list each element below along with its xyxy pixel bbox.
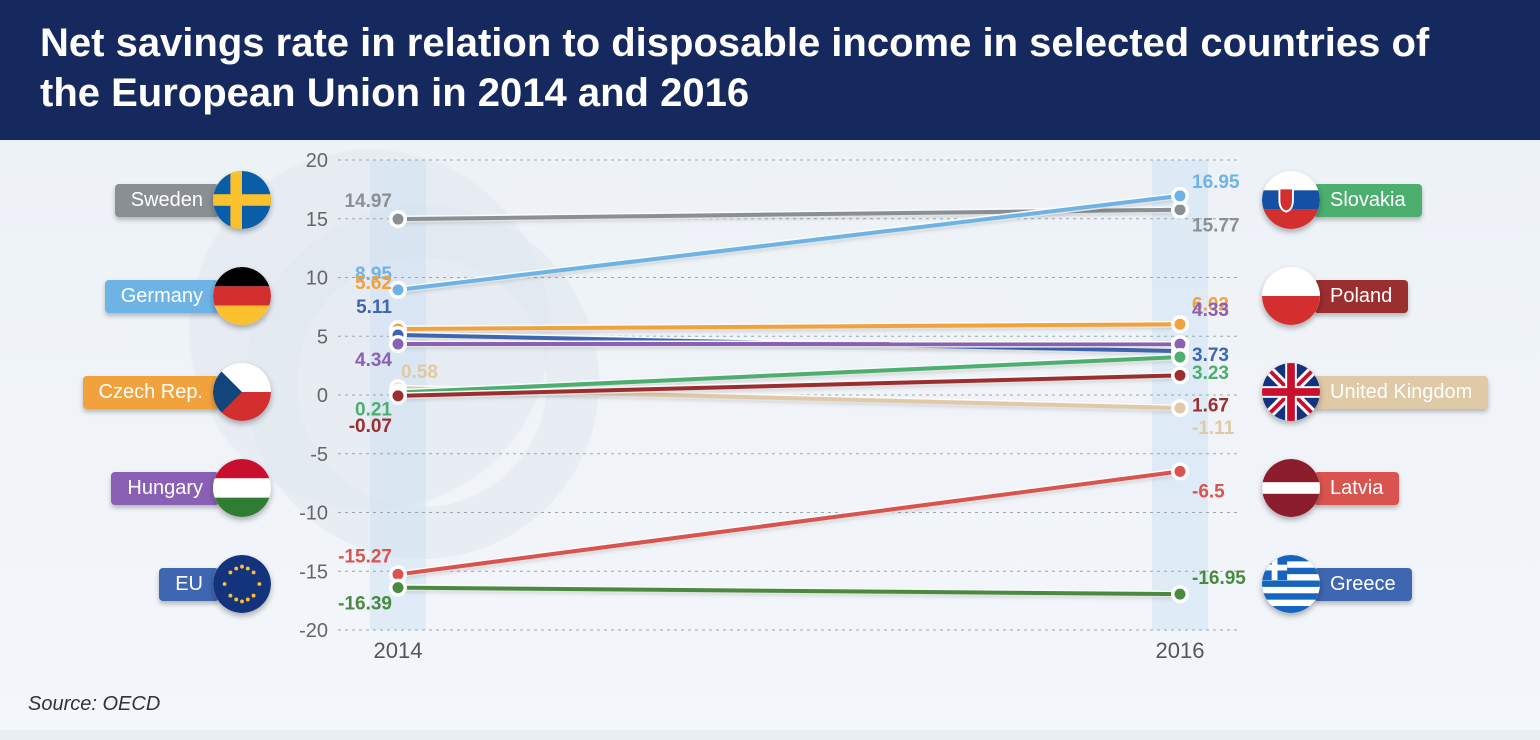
flag-icon-hungary bbox=[213, 459, 271, 517]
y-tick-label: -15 bbox=[299, 561, 328, 583]
legend-pill-eu: EU bbox=[159, 568, 219, 601]
legend-item-greece: Greece bbox=[1268, 554, 1518, 614]
legend-item-germany: Germany bbox=[30, 266, 265, 326]
y-tick-label: 20 bbox=[306, 152, 328, 172]
flag-icon-slovakia bbox=[1262, 171, 1320, 229]
value-label-sweden-2016: 15.77 bbox=[1192, 216, 1240, 237]
value-label-sweden-2014: 14.97 bbox=[344, 191, 392, 212]
flag-icon-eu bbox=[213, 555, 271, 613]
page-title: Net savings rate in relation to disposab… bbox=[0, 0, 1540, 140]
series-line-germany bbox=[398, 196, 1180, 290]
legend-item-uk: United Kingdom bbox=[1268, 362, 1518, 422]
y-tick-label: -10 bbox=[299, 503, 328, 525]
marker-hungary-2014 bbox=[391, 337, 405, 351]
legend-pill-poland: Poland bbox=[1314, 280, 1408, 313]
marker-uk-2016 bbox=[1173, 401, 1187, 415]
flag-icon-latvia bbox=[1262, 459, 1320, 517]
slope-chart: -20-15-10-5051015202014201614.9715.778.9… bbox=[280, 152, 1250, 664]
flag-icon-czech bbox=[213, 363, 271, 421]
y-tick-label: 5 bbox=[317, 326, 328, 348]
value-label-poland-2016: 1.67 bbox=[1192, 395, 1229, 416]
legend-pill-sweden: Sweden bbox=[115, 184, 219, 217]
value-label-hungary-2016: 4.33 bbox=[1192, 300, 1229, 321]
x-label-2016: 2016 bbox=[1156, 638, 1205, 663]
x-label-2014: 2014 bbox=[374, 638, 423, 663]
y-tick-label: 10 bbox=[306, 268, 328, 290]
marker-germany-2014 bbox=[391, 283, 405, 297]
y-tick-label: 0 bbox=[317, 385, 328, 407]
y-tick-label: 15 bbox=[306, 209, 328, 231]
value-label-hungary-2014: 4.34 bbox=[355, 350, 392, 371]
legend-left: Sweden Germany Czech Rep. Hungary EU bbox=[30, 170, 265, 650]
legend-item-eu: EU bbox=[30, 554, 265, 614]
legend-pill-hungary: Hungary bbox=[111, 472, 219, 505]
value-label-uk-2016: -1.11 bbox=[1192, 418, 1235, 439]
legend-item-czech: Czech Rep. bbox=[30, 362, 265, 422]
legend-pill-germany: Germany bbox=[105, 280, 219, 313]
flag-icon-poland bbox=[1262, 267, 1320, 325]
legend-pill-greece: Greece bbox=[1314, 568, 1412, 601]
legend-pill-czech: Czech Rep. bbox=[83, 376, 220, 409]
flag-icon-greece bbox=[1262, 555, 1320, 613]
legend-pill-uk: United Kingdom bbox=[1314, 376, 1488, 409]
chart-body: Sweden Germany Czech Rep. Hungary EU Slovaki… bbox=[0, 140, 1540, 730]
value-label-eu-2014: 5.11 bbox=[356, 297, 392, 318]
value-label-greece-2016: -16.95 bbox=[1192, 568, 1246, 589]
legend-item-hungary: Hungary bbox=[30, 458, 265, 518]
value-label-slovakia-2016: 3.23 bbox=[1192, 363, 1229, 384]
marker-germany-2016 bbox=[1173, 189, 1187, 203]
legend-item-sweden: Sweden bbox=[30, 170, 265, 230]
legend-item-slovakia: Slovakia bbox=[1268, 170, 1518, 230]
value-label-czech-2014: 5.62 bbox=[355, 273, 392, 294]
legend-pill-slovakia: Slovakia bbox=[1314, 184, 1422, 217]
value-label-latvia-2014: -15.27 bbox=[338, 546, 392, 567]
marker-poland-2014 bbox=[391, 389, 405, 403]
legend-pill-latvia: Latvia bbox=[1314, 472, 1399, 505]
legend-item-poland: Poland bbox=[1268, 266, 1518, 326]
legend-item-latvia: Latvia bbox=[1268, 458, 1518, 518]
value-label-germany-2016: 16.95 bbox=[1192, 172, 1240, 193]
y-tick-label: -5 bbox=[310, 444, 328, 466]
series-line-latvia bbox=[398, 471, 1180, 574]
source-label: Source: OECD bbox=[28, 693, 160, 716]
y-tick-label: -20 bbox=[299, 620, 328, 642]
flag-icon-germany bbox=[213, 267, 271, 325]
marker-sweden-2014 bbox=[391, 212, 405, 226]
marker-slovakia-2016 bbox=[1173, 350, 1187, 364]
marker-greece-2016 bbox=[1173, 587, 1187, 601]
flag-icon-sweden bbox=[213, 171, 271, 229]
marker-latvia-2016 bbox=[1173, 464, 1187, 478]
value-label-uk-2014: 0.58 bbox=[401, 362, 438, 383]
value-label-latvia-2016: -6.5 bbox=[1192, 481, 1225, 502]
legend-right: Slovakia Poland United Kingdom Latvia Greece bbox=[1268, 170, 1518, 650]
flag-icon-uk bbox=[1262, 363, 1320, 421]
value-label-poland-2014: -0.07 bbox=[349, 416, 392, 437]
marker-poland-2016 bbox=[1173, 368, 1187, 382]
value-label-greece-2014: -16.39 bbox=[338, 594, 392, 615]
marker-czech-2016 bbox=[1173, 317, 1187, 331]
marker-greece-2014 bbox=[391, 581, 405, 595]
